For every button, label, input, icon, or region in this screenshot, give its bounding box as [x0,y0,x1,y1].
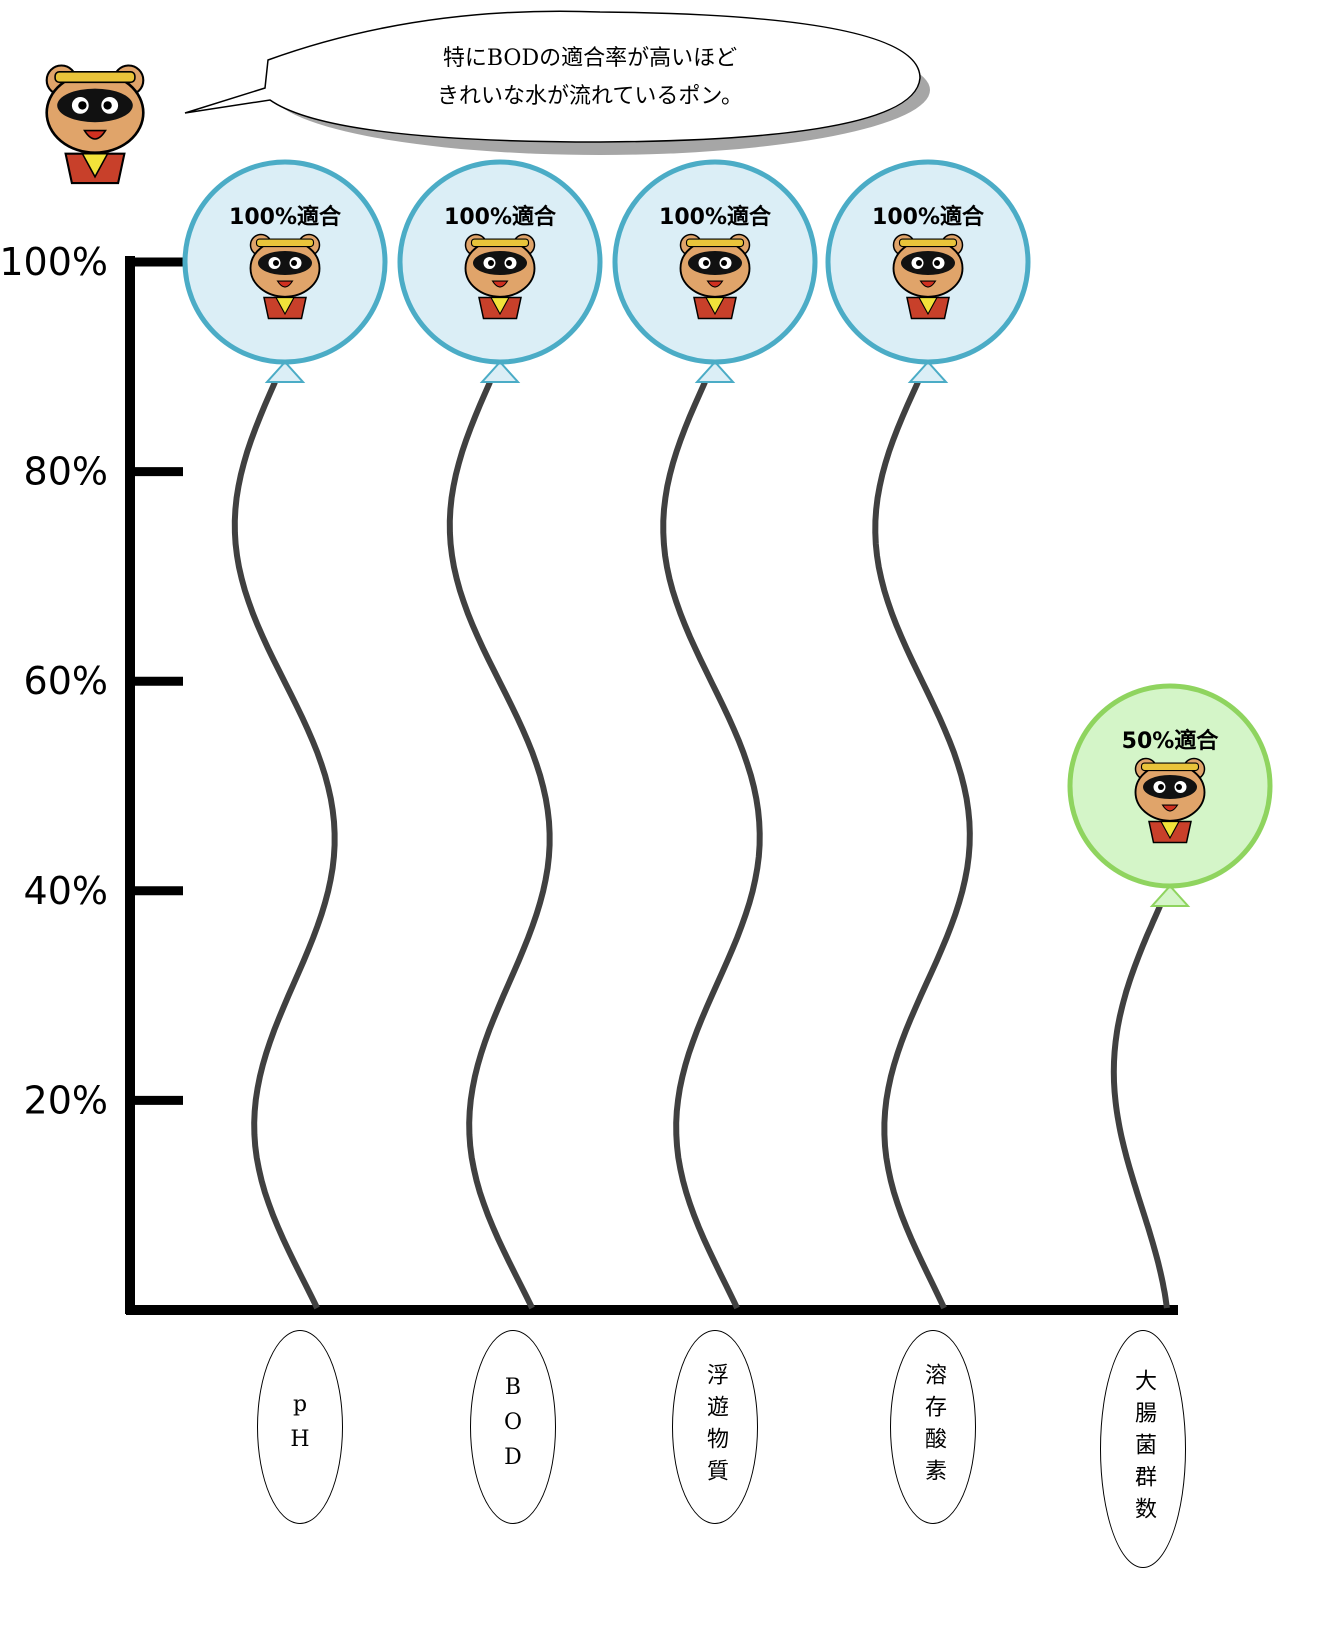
y-tick-label: 60% [24,659,108,703]
value-label: 100%適合 [444,204,557,230]
balloon-knot [694,360,736,383]
mascot [45,64,145,185]
string [1110,904,1170,1309]
annotation: 特にBODの適合率が高いほど [443,46,737,71]
balloon-knot [264,360,306,383]
value-label: 100%適合 [229,204,342,230]
y-tick-label: 100% [0,240,108,284]
balloon: 100%適合 [825,159,1031,1310]
balloon-knot [1149,884,1191,907]
x-tick-label: 浮遊物質 [672,1330,758,1524]
balloon: 100%適合 [182,159,388,1310]
balloon-knot [907,360,949,383]
value-label: 50%適合 [1122,728,1220,754]
value-label: 100%適合 [872,204,985,230]
string [660,380,763,1310]
x-tick-label: 溶存酸素 [890,1330,976,1524]
y-tick-label: 40% [24,869,108,913]
balloon: 100%適合 [397,159,603,1310]
speech-bubble [184,10,921,143]
annotation: きれいな水が流れているポン。 [437,84,743,109]
y-tick-label: 20% [24,1078,108,1122]
x-tick-label: BOD [470,1330,556,1524]
y-tick-label: 80% [24,450,108,494]
string [872,380,973,1310]
value-label: 100%適合 [659,204,772,230]
x-tick-label: 大腸菌群数 [1100,1330,1186,1568]
string [446,380,553,1310]
balloon: 50%適合 [1067,683,1273,1309]
string [231,380,338,1310]
x-tick-label: pH [257,1330,343,1524]
balloon: 100%適合 [612,159,818,1310]
balloon-knot [479,360,521,383]
